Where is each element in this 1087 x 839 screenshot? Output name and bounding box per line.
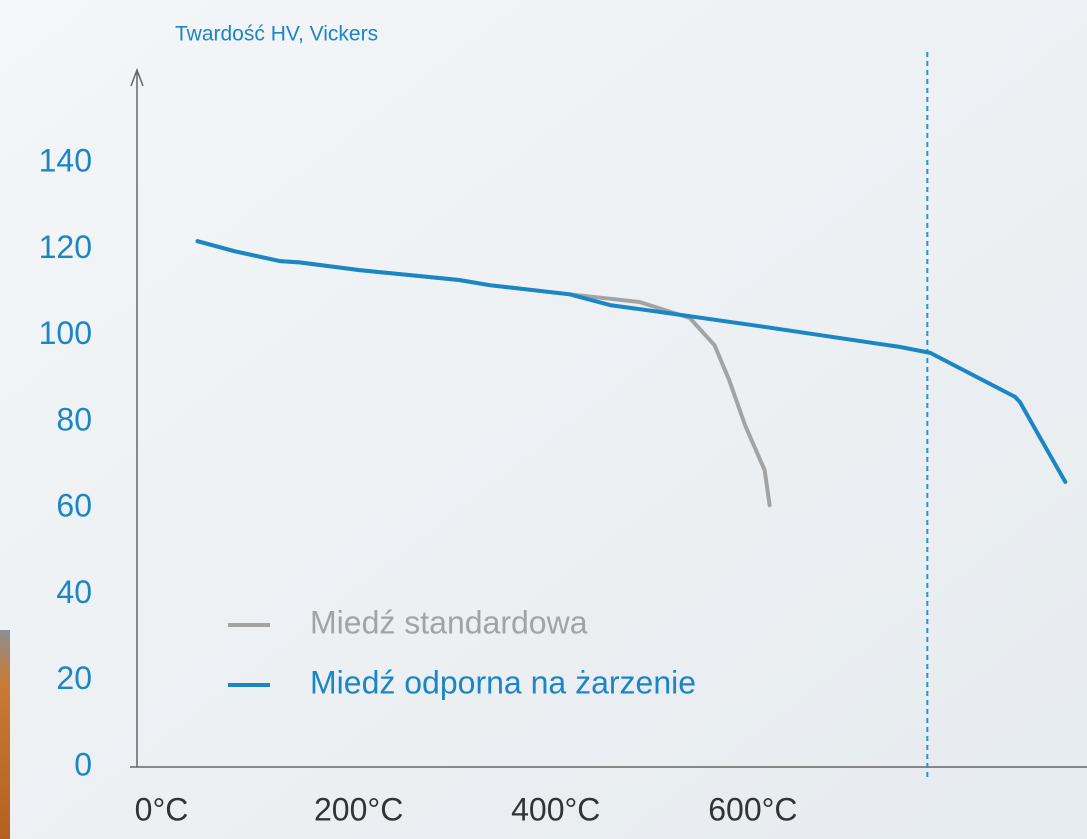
y-tick-label: 80	[56, 401, 92, 437]
legend-label: Miedź odporna na żarzenie	[310, 664, 696, 700]
page: Twardość HV, Vickers 0 20 40 60 80 100 120 140 0…	[0, 0, 1087, 839]
chart: Twardość HV, Vickers 0 20 40 60 80 100 120 140 0…	[0, 0, 1087, 839]
y-tick-label: 20	[56, 660, 92, 696]
x-tick-label: 600°C	[708, 791, 797, 827]
y-tick-label: 0	[74, 746, 92, 782]
legend-label: Miedź standardowa	[310, 604, 588, 640]
x-tick-label: 400°C	[511, 791, 600, 827]
x-tick-label: 200°C	[314, 791, 403, 827]
photo-edge	[0, 630, 10, 839]
y-tick-label: 120	[39, 229, 92, 265]
y-tick-label: 40	[56, 574, 92, 610]
y-axis-label: Twardość HV, Vickers	[175, 23, 378, 46]
y-tick-label: 140	[39, 143, 92, 179]
y-tick-label: 60	[56, 488, 92, 524]
y-tick-label: 100	[39, 315, 92, 351]
background	[0, 0, 1087, 839]
x-tick-label: 0°C	[135, 791, 189, 827]
